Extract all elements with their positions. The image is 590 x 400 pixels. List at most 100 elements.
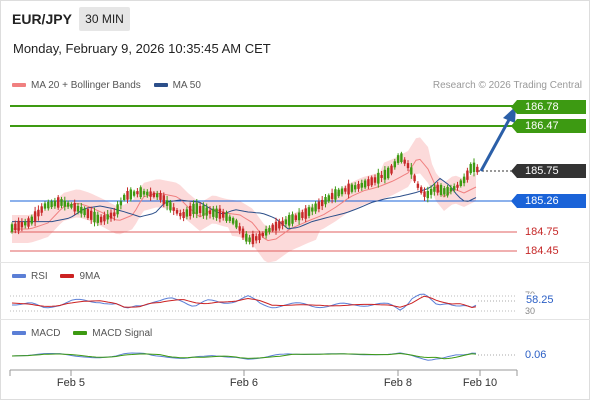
candle-body	[416, 183, 420, 188]
candle-body	[476, 166, 479, 173]
candle-body	[393, 161, 396, 168]
rsi-ma-line	[11, 295, 477, 309]
candle-body	[109, 212, 113, 219]
candle-body	[456, 184, 459, 188]
candle-body	[66, 202, 70, 207]
x-label-feb8: Feb 8	[383, 377, 413, 389]
timeframe-badge[interactable]: 30 MIN	[79, 7, 130, 31]
candle-body	[423, 191, 426, 197]
candle-body	[231, 218, 235, 224]
candle-body	[429, 188, 433, 195]
candle-body	[132, 191, 136, 196]
candle-body	[162, 195, 165, 205]
macd-legend: MACD MACD Signal	[12, 328, 152, 339]
macd-legend-label: MACD	[31, 328, 61, 339]
candle-body	[113, 212, 116, 217]
candle-body	[271, 224, 274, 231]
candle-body	[208, 210, 212, 215]
candle-body	[30, 216, 33, 224]
candle-body	[205, 207, 208, 216]
candle-body	[24, 221, 27, 226]
candle-body	[175, 210, 179, 214]
candle-body	[433, 186, 436, 192]
candle-body	[383, 169, 387, 180]
candle-body	[129, 189, 132, 200]
candle-body	[357, 183, 360, 189]
candle-body	[222, 211, 225, 218]
candle-body	[380, 174, 383, 178]
candle-body	[149, 191, 152, 197]
candle-body	[43, 203, 47, 209]
candle-body	[198, 206, 202, 214]
candle-body	[235, 220, 238, 228]
candle-body	[96, 214, 99, 223]
candle-body	[123, 194, 126, 200]
candlesticks	[10, 151, 479, 248]
macd-line	[11, 352, 477, 361]
candle-body	[304, 208, 307, 219]
candle-body	[261, 232, 264, 237]
ma20-line	[12, 158, 477, 242]
macd-signal-legend-label: MACD Signal	[92, 328, 153, 339]
candle-body	[390, 165, 393, 174]
candle-body	[60, 199, 63, 206]
rsi-legend: RSI 9MA	[12, 271, 100, 282]
macd-signal-line	[11, 352, 477, 360]
ma20-legend: MA 20 + Bollinger Bands	[12, 80, 141, 91]
candle-body	[294, 215, 297, 221]
candle-body	[245, 233, 248, 242]
candle-body	[410, 167, 413, 175]
candle-body	[99, 216, 103, 223]
candle-body	[314, 203, 317, 212]
candle-body	[307, 207, 311, 216]
candle-body	[10, 224, 14, 232]
macd-value: 0.06	[525, 349, 547, 361]
candle-body	[367, 179, 370, 187]
candle-body	[17, 220, 20, 231]
candle-body	[354, 185, 357, 190]
target1-label: 186.47	[511, 119, 586, 133]
candle-body	[76, 205, 80, 212]
candle-body	[350, 184, 354, 192]
candle-body	[472, 162, 476, 173]
candle-body	[53, 200, 57, 207]
candle-body	[37, 209, 40, 217]
credit-text: Research © 2026 Trading Central	[432, 80, 582, 91]
candle-body	[466, 170, 469, 180]
candle-body	[50, 201, 53, 208]
target2-label: 186.78	[511, 100, 586, 114]
candle-body	[317, 201, 321, 210]
candle-body	[83, 208, 86, 216]
candle-body	[47, 201, 50, 209]
candle-body	[462, 176, 466, 184]
candle-body	[258, 233, 261, 241]
symbol-title: EUR/JPY	[12, 11, 72, 27]
candle-body	[327, 195, 330, 202]
macd-swatch	[12, 331, 26, 336]
forecast-arrow	[479, 106, 516, 172]
candle-body	[241, 228, 245, 238]
candle-body	[106, 214, 109, 220]
candle-body	[281, 220, 284, 226]
candle-body	[387, 167, 390, 179]
candle-body	[90, 210, 93, 220]
candle-body	[185, 209, 189, 217]
candle-body	[360, 182, 363, 188]
candle-body	[248, 237, 251, 242]
candle-body	[347, 183, 350, 195]
candle-body	[334, 189, 337, 200]
candle-body	[192, 203, 195, 215]
rsi-ma-swatch	[60, 274, 75, 279]
candle-body	[103, 215, 106, 222]
candle-body	[33, 211, 37, 222]
main-legend: MA 20 + Bollinger Bands MA 50	[12, 80, 201, 91]
candle-body	[400, 153, 403, 163]
candle-body	[215, 208, 218, 218]
candle-body	[340, 188, 344, 195]
candle-body	[116, 204, 119, 215]
candle-body	[165, 200, 169, 206]
candle-body	[406, 163, 410, 169]
candle-body	[274, 221, 278, 231]
candle-body	[311, 207, 314, 212]
